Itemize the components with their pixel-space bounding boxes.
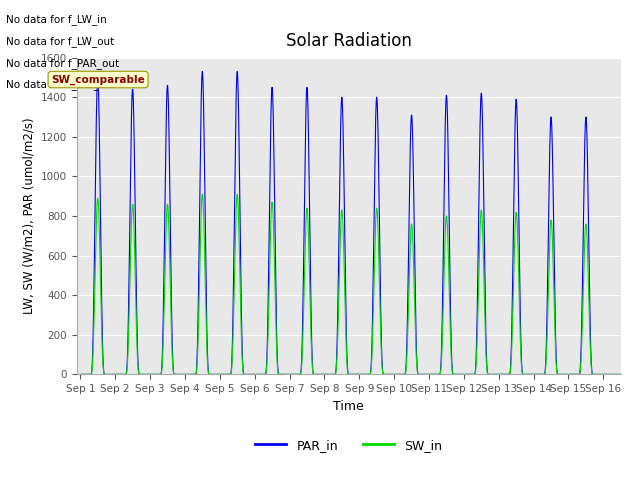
Text: No data for f_LW_out: No data for f_LW_out bbox=[6, 36, 115, 47]
X-axis label: Time: Time bbox=[333, 400, 364, 413]
Text: No data for f_PAR_out: No data for f_PAR_out bbox=[6, 58, 120, 69]
Text: SW_comparable: SW_comparable bbox=[51, 74, 145, 84]
Text: No data for f_SW_out: No data for f_SW_out bbox=[6, 79, 116, 90]
Text: No data for f_LW_in: No data for f_LW_in bbox=[6, 14, 107, 25]
Legend: PAR_in, SW_in: PAR_in, SW_in bbox=[250, 434, 447, 457]
Y-axis label: LW, SW (W/m2), PAR (umol/m2/s): LW, SW (W/m2), PAR (umol/m2/s) bbox=[22, 118, 35, 314]
Title: Solar Radiation: Solar Radiation bbox=[286, 33, 412, 50]
